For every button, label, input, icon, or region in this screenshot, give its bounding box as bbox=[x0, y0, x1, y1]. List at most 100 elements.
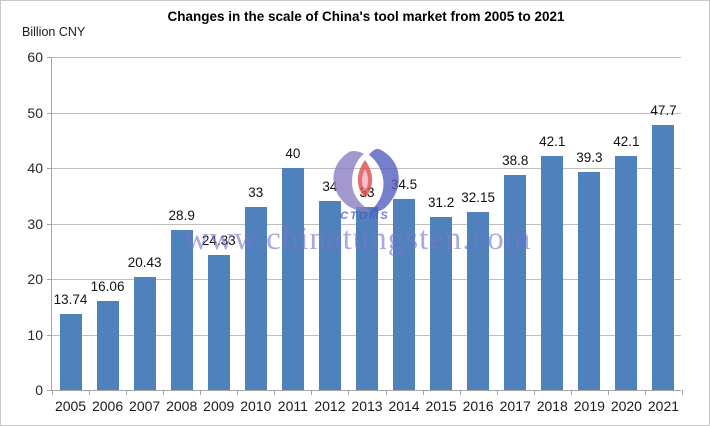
bar-slot-2005: 13.74 2005 bbox=[52, 58, 89, 414]
x-tick-label-2005: 2005 bbox=[54, 398, 87, 414]
y-tick-mark bbox=[47, 334, 52, 336]
bar-slot-2021: 47.7 2021 bbox=[645, 58, 682, 414]
bar-2020 bbox=[615, 156, 638, 390]
bar-slot-2019: 39.3 2019 bbox=[571, 58, 608, 414]
bar-2019 bbox=[578, 171, 601, 390]
bar-slot-2020: 42.1 2020 bbox=[608, 58, 645, 414]
value-label-2010: 33 bbox=[248, 184, 264, 200]
bar-slot-2012: 34 2012 bbox=[311, 58, 348, 414]
bar-2012 bbox=[318, 201, 341, 390]
x-tick-mark bbox=[200, 390, 202, 395]
bar-2006 bbox=[96, 300, 119, 390]
value-label-2021: 47.7 bbox=[650, 103, 677, 119]
x-tick-mark bbox=[682, 390, 683, 395]
bar-2010 bbox=[244, 206, 267, 390]
x-tick-label-2007: 2007 bbox=[129, 398, 161, 414]
x-tick-mark bbox=[52, 390, 53, 395]
gridline-50 bbox=[52, 112, 681, 114]
x-tick-label-2017: 2017 bbox=[499, 398, 531, 414]
y-tick-label-40: 40 bbox=[27, 160, 43, 176]
chart-title: Changes in the scale of China's tool mar… bbox=[167, 9, 565, 24]
value-label-2013: 33 bbox=[359, 184, 375, 200]
x-tick-mark bbox=[385, 390, 387, 395]
x-tick-mark bbox=[496, 390, 498, 395]
y-tick-label-60: 60 bbox=[27, 49, 43, 65]
x-tick-label-2016: 2016 bbox=[462, 398, 494, 414]
x-tick-mark bbox=[126, 390, 128, 395]
bar-2021 bbox=[652, 125, 675, 390]
bar-slot-2008: 28.9 2008 bbox=[163, 58, 200, 414]
value-label-2011: 40 bbox=[285, 146, 301, 161]
value-label-2006: 16.06 bbox=[90, 278, 125, 294]
y-tick-label-0: 0 bbox=[35, 382, 43, 398]
gridline-60 bbox=[52, 57, 681, 58]
x-tick-mark bbox=[533, 390, 535, 395]
x-tick-label-2009: 2009 bbox=[203, 398, 235, 414]
x-tick-mark bbox=[163, 390, 165, 395]
value-label-2014: 34.5 bbox=[390, 176, 418, 192]
value-label-2005: 13.74 bbox=[53, 291, 88, 307]
y-tick-label-30: 30 bbox=[27, 215, 43, 232]
x-tick-mark bbox=[570, 390, 572, 395]
bar-2009 bbox=[207, 254, 230, 390]
bar-slot-2018: 42.1 2018 bbox=[534, 58, 571, 414]
bar-slot-2011: 40 2011 bbox=[274, 58, 311, 414]
value-label-2016: 32.15 bbox=[461, 189, 496, 205]
value-label-2012: 34 bbox=[322, 179, 338, 195]
x-tick-mark bbox=[311, 390, 313, 395]
bar-2005 bbox=[59, 313, 82, 390]
x-tick-mark bbox=[607, 390, 609, 395]
value-label-2007: 20.43 bbox=[127, 254, 162, 270]
x-tick-label-2012: 2012 bbox=[314, 398, 346, 414]
bar-2016 bbox=[467, 211, 490, 390]
bar-2014 bbox=[393, 198, 416, 390]
y-tick-mark bbox=[47, 223, 52, 225]
x-tick-label-2015: 2015 bbox=[425, 398, 457, 414]
bar-slot-2013: 33 2013 bbox=[348, 58, 385, 414]
bar-2011 bbox=[281, 168, 304, 390]
value-label-2018: 42.1 bbox=[539, 134, 566, 150]
y-tick-mark bbox=[47, 390, 52, 391]
y-tick-mark bbox=[47, 279, 52, 280]
x-tick-label-2011: 2011 bbox=[277, 398, 308, 414]
bar-2008 bbox=[170, 229, 193, 390]
x-tick-label-2019: 2019 bbox=[573, 398, 605, 414]
bar-2017 bbox=[504, 174, 527, 390]
value-label-2009: 24.33 bbox=[201, 232, 236, 248]
y-tick-mark bbox=[47, 112, 52, 114]
x-tick-label-2008: 2008 bbox=[166, 398, 198, 414]
bar-slot-2015: 31.2 2015 bbox=[423, 58, 460, 414]
bar-2007 bbox=[133, 276, 156, 390]
value-label-2020: 42.1 bbox=[613, 134, 640, 150]
y-tick-mark bbox=[47, 168, 52, 169]
x-tick-label-2021: 2021 bbox=[647, 398, 680, 414]
x-tick-label-2006: 2006 bbox=[91, 398, 124, 414]
plot-area: 0 10 20 30 40 50 60 13.74 2005 16.06 2006 20.43 2007… bbox=[27, 49, 683, 414]
x-tick-label-2013: 2013 bbox=[351, 398, 383, 414]
value-label-2017: 38.8 bbox=[502, 152, 529, 168]
x-tick-mark bbox=[644, 390, 646, 395]
x-tick-mark bbox=[422, 390, 424, 395]
bar-2018 bbox=[541, 156, 564, 390]
bar-slot-2007: 20.43 2007 bbox=[126, 58, 163, 414]
bar-slot-2010: 33 2010 bbox=[237, 58, 274, 414]
bar-2013 bbox=[355, 206, 378, 390]
x-tick-label-2018: 2018 bbox=[536, 398, 568, 414]
x-tick-mark bbox=[348, 390, 350, 395]
y-tick-label-10: 10 bbox=[27, 326, 43, 343]
y-axis-unit-label: Billion CNY bbox=[22, 25, 86, 39]
bar-2015 bbox=[430, 216, 453, 390]
bar-slot-2016: 32.15 2016 bbox=[460, 58, 497, 414]
bar-slot-2006: 16.06 2006 bbox=[89, 58, 126, 414]
value-label-2019: 39.3 bbox=[576, 149, 603, 165]
x-tick-mark bbox=[274, 390, 276, 395]
bar-slot-2017: 38.8 2017 bbox=[497, 58, 534, 414]
bar-slot-2014: 34.5 2014 bbox=[386, 58, 423, 414]
x-tick-label-2014: 2014 bbox=[388, 398, 420, 414]
bar-slot-2009: 24.33 2009 bbox=[200, 58, 237, 414]
x-tick-mark bbox=[89, 390, 91, 395]
value-label-2015: 31.2 bbox=[427, 194, 455, 210]
x-tick-label-2010: 2010 bbox=[240, 398, 272, 414]
y-tick-label-50: 50 bbox=[27, 104, 43, 121]
